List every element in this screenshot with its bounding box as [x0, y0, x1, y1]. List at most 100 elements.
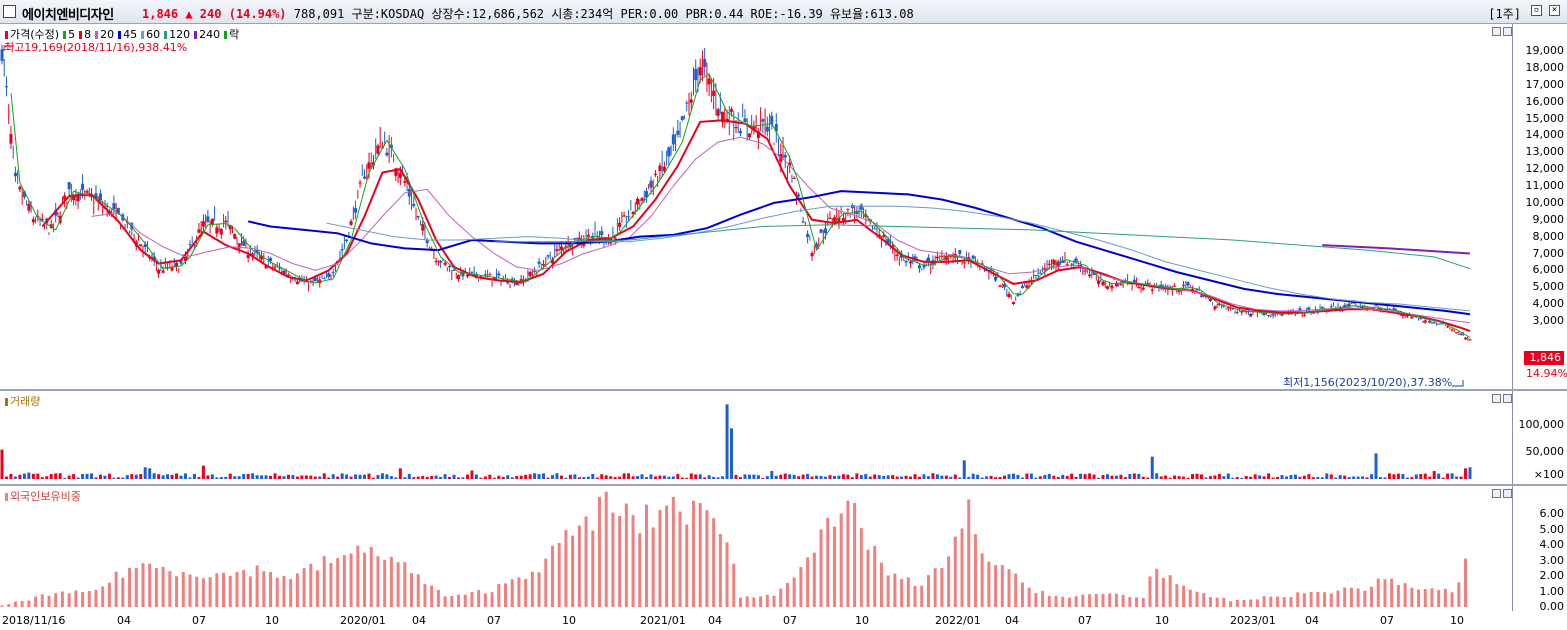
candle-body [595, 235, 599, 237]
volume-bar [130, 474, 134, 479]
candle-body [1070, 263, 1074, 265]
volume-bar [31, 473, 35, 479]
volume-bar [295, 476, 299, 479]
volume-bar [756, 475, 760, 479]
candle-body [1392, 308, 1396, 311]
foreign-bar [752, 597, 756, 607]
volume-bar [1025, 473, 1029, 479]
volume-bar [582, 477, 586, 479]
foreign-bar [510, 579, 514, 607]
period-selector[interactable]: [1주] [1488, 7, 1521, 21]
close-icon[interactable]: × [1549, 5, 1560, 16]
volume-bar [568, 474, 572, 479]
candle-body [622, 215, 626, 217]
volume-bar [9, 473, 13, 479]
candle-body [694, 69, 698, 81]
panel-separator[interactable] [0, 484, 1567, 486]
foreign-bar [349, 553, 353, 607]
volume-bar [4, 476, 8, 479]
volume-bar [215, 477, 219, 479]
volume-bar [148, 468, 152, 479]
candle-body [242, 241, 246, 246]
candle-body [644, 191, 648, 198]
volume-bar [716, 477, 720, 479]
volume-bar [591, 473, 595, 479]
volume-bar [618, 476, 622, 479]
candle-body [613, 237, 617, 239]
panel-minimize-icon[interactable] [1492, 27, 1501, 36]
panel-maximize-icon[interactable] [1503, 489, 1512, 498]
price-chart-panel[interactable]: 가격(수정) 5 8 20 45 60 120 240 락 최고19,169(2018/11/1… [0, 24, 1513, 389]
foreign-bar [423, 584, 427, 607]
volume-bar [806, 473, 810, 479]
volume-bar [367, 473, 371, 479]
volume-bar [1177, 476, 1181, 479]
candle-body [18, 186, 22, 190]
candle-body [600, 231, 604, 236]
foreign-bar [1403, 583, 1407, 607]
foreign-bar [295, 573, 299, 607]
candle-body [81, 183, 85, 190]
foreign-legend: 외국인보유비중 [5, 488, 83, 504]
panel-separator[interactable] [0, 389, 1567, 391]
panel-maximize-icon[interactable] [1503, 394, 1512, 403]
restore-icon[interactable]: ▫ [1531, 5, 1542, 16]
volume-bar [403, 477, 407, 479]
candle-body [591, 235, 595, 239]
select-checkbox[interactable] [3, 5, 16, 18]
candle-body [9, 134, 13, 144]
volume-bar [188, 477, 192, 479]
x-tick-label: 04 [412, 614, 426, 627]
panel-maximize-icon[interactable] [1503, 27, 1512, 36]
foreign-bar [1443, 588, 1447, 607]
candle-body [698, 67, 702, 76]
panel-minimize-icon[interactable] [1492, 394, 1501, 403]
foreign-ownership-panel[interactable]: 외국인보유비중 [0, 486, 1513, 611]
foreign-bar [1282, 597, 1286, 607]
volume-bar [1110, 475, 1114, 479]
candle-body [765, 126, 769, 132]
volume-bar [98, 474, 102, 479]
foreign-bar [994, 565, 998, 607]
candle-body [962, 262, 966, 264]
foreign-bar [34, 596, 38, 607]
candle-body [1177, 290, 1181, 292]
volume-bar [931, 473, 935, 479]
volume-bar [291, 475, 295, 479]
foreign-bar [1430, 588, 1434, 607]
foreign-tick: 0.00 [1539, 600, 1565, 613]
volume-legend: 거래량 [5, 393, 42, 409]
candle-body [394, 168, 398, 176]
volume-panel[interactable]: 거래량 [0, 391, 1513, 484]
volume-bar [895, 476, 899, 479]
volume-bar [524, 474, 528, 479]
candle-body [1056, 261, 1060, 267]
price-tick: 3,000 [1532, 314, 1565, 327]
volume-bar [1378, 477, 1382, 479]
volume-bar [1155, 473, 1159, 479]
volume-bar [1213, 475, 1217, 479]
panel-minimize-icon[interactable] [1492, 489, 1501, 498]
candle-body [233, 233, 237, 239]
foreign-bar [785, 583, 789, 607]
candle-body [161, 270, 165, 273]
volume-bar [1199, 474, 1203, 479]
price-tick: 4,000 [1532, 297, 1565, 311]
foreign-bar [544, 558, 548, 607]
candle-body [367, 162, 371, 169]
candle-body [721, 111, 725, 123]
legend-item-2: 8 [79, 28, 93, 41]
foreign-bar [1000, 564, 1004, 607]
volume-bar [1276, 476, 1280, 479]
foreign-bar [853, 502, 857, 607]
candle-body [398, 173, 402, 178]
foreign-bar [1041, 590, 1045, 607]
candle-body [255, 249, 259, 254]
candle-body [1052, 259, 1056, 265]
foreign-bar [329, 563, 333, 607]
candle-body [1016, 293, 1020, 296]
candle-body [1038, 272, 1042, 274]
foreign-bar [651, 527, 655, 607]
volume-bar [1387, 473, 1391, 479]
volume-bar [676, 474, 680, 479]
